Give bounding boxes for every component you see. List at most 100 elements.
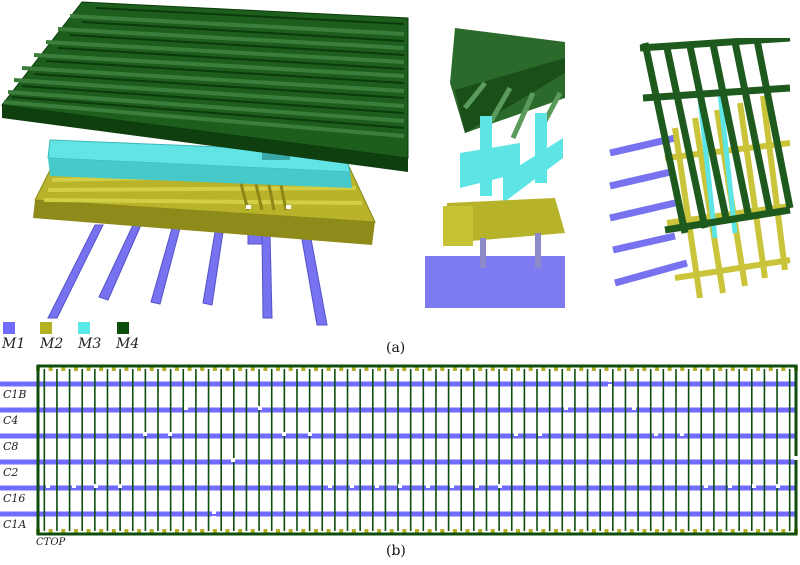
- via-gap: [704, 484, 708, 488]
- m2-tick: [440, 366, 445, 371]
- m2-tick: [692, 366, 697, 371]
- m2-tick: [326, 366, 331, 371]
- legend-label-m3: M3: [78, 336, 102, 352]
- m2-tick: [238, 366, 243, 371]
- via-gap: [375, 484, 379, 488]
- m2-tick: [61, 366, 66, 371]
- m2-tick: [137, 529, 142, 534]
- m2-tick: [604, 529, 609, 534]
- m2-tick: [326, 529, 331, 534]
- m2-tick: [528, 366, 533, 371]
- m2-tick: [301, 366, 306, 371]
- m1-row: [38, 485, 796, 491]
- m2-tick: [86, 366, 91, 371]
- m2-tick: [667, 529, 672, 534]
- m2-tick: [768, 366, 773, 371]
- m1-row: [38, 459, 796, 465]
- m2-tick: [111, 366, 116, 371]
- m2-tick: [718, 366, 723, 371]
- m2-tick: [452, 529, 457, 534]
- m2-tick: [149, 529, 154, 534]
- m2-tick: [124, 529, 129, 534]
- m2-tick: [301, 529, 306, 534]
- row-label-c1a: C1A: [3, 518, 27, 531]
- m2-tick: [351, 529, 356, 534]
- legend-swatch-m3: [78, 322, 90, 334]
- m2-tick: [137, 366, 142, 371]
- view-section: [425, 28, 565, 308]
- m2-tick: [705, 366, 710, 371]
- via-gap: [426, 484, 430, 488]
- m2-tick: [541, 366, 546, 371]
- m2-tick: [629, 366, 634, 371]
- m2-tick: [263, 529, 268, 534]
- view-isometric: [1, 1, 409, 326]
- m2-tick: [225, 366, 230, 371]
- m2-tick: [225, 529, 230, 534]
- via-gap: [608, 384, 612, 388]
- via-gap: [776, 484, 780, 488]
- ctop-label: CTOP: [36, 537, 66, 548]
- m2-tick: [250, 529, 255, 534]
- m2-tick: [200, 529, 205, 534]
- m2-tick: [162, 529, 167, 534]
- via-gap: [514, 432, 518, 436]
- m2-tick: [705, 529, 710, 534]
- m2-tick: [48, 529, 53, 534]
- m2-tick: [452, 366, 457, 371]
- via-gap: [450, 484, 454, 488]
- m2-tick: [553, 529, 558, 534]
- m2-tick: [642, 366, 647, 371]
- m2-tick: [591, 529, 596, 534]
- m2-tick: [566, 529, 571, 534]
- m2-tick: [250, 366, 255, 371]
- via-gap: [608, 378, 612, 382]
- m2-tick: [288, 529, 293, 534]
- m2-tick: [288, 366, 293, 371]
- m4-plate: [1, 1, 409, 172]
- m2-tick: [339, 366, 344, 371]
- m2-tick: [604, 366, 609, 371]
- m1-lead: [0, 407, 40, 413]
- m2-tick: [364, 366, 369, 371]
- m2-tick: [743, 366, 748, 371]
- via-gap: [564, 406, 568, 410]
- m2-block: [443, 198, 565, 246]
- m1-lead: [0, 381, 40, 387]
- m2-tick: [516, 529, 521, 534]
- m2-tick: [162, 366, 167, 371]
- m2-tick: [351, 366, 356, 371]
- m2-tick: [212, 529, 217, 534]
- via-gap: [728, 484, 732, 488]
- m2-tick: [440, 529, 445, 534]
- via-gap: [350, 484, 354, 488]
- m2-tick: [478, 366, 483, 371]
- m2-tick: [124, 366, 129, 371]
- legend-swatch-m4: [117, 322, 129, 334]
- m2-tick: [99, 529, 104, 534]
- m2-tick: [86, 529, 91, 534]
- m4-overhang: [450, 28, 565, 140]
- via-gap: [118, 484, 122, 488]
- m1-lead: [0, 459, 40, 465]
- legend-label-m2: M2: [40, 336, 64, 352]
- via-gap: [46, 484, 50, 488]
- m2-tick: [174, 366, 179, 371]
- via-gap: [143, 432, 147, 436]
- m3-vias: [460, 113, 563, 203]
- via-gap: [680, 432, 684, 436]
- via-gap: [212, 510, 216, 514]
- m2-tick: [730, 366, 735, 371]
- capacitor-layout: [0, 364, 798, 536]
- m2-tick: [238, 529, 243, 534]
- via-gap: [654, 432, 658, 436]
- m2-tick: [389, 529, 394, 534]
- m2-tick: [174, 529, 179, 534]
- m2-tick: [364, 529, 369, 534]
- m2-tick: [73, 529, 78, 534]
- via-gap: [168, 432, 172, 436]
- m1-row: [38, 381, 796, 387]
- m2-tick: [692, 529, 697, 534]
- m2-tick: [579, 366, 584, 371]
- m2-tick: [187, 529, 192, 534]
